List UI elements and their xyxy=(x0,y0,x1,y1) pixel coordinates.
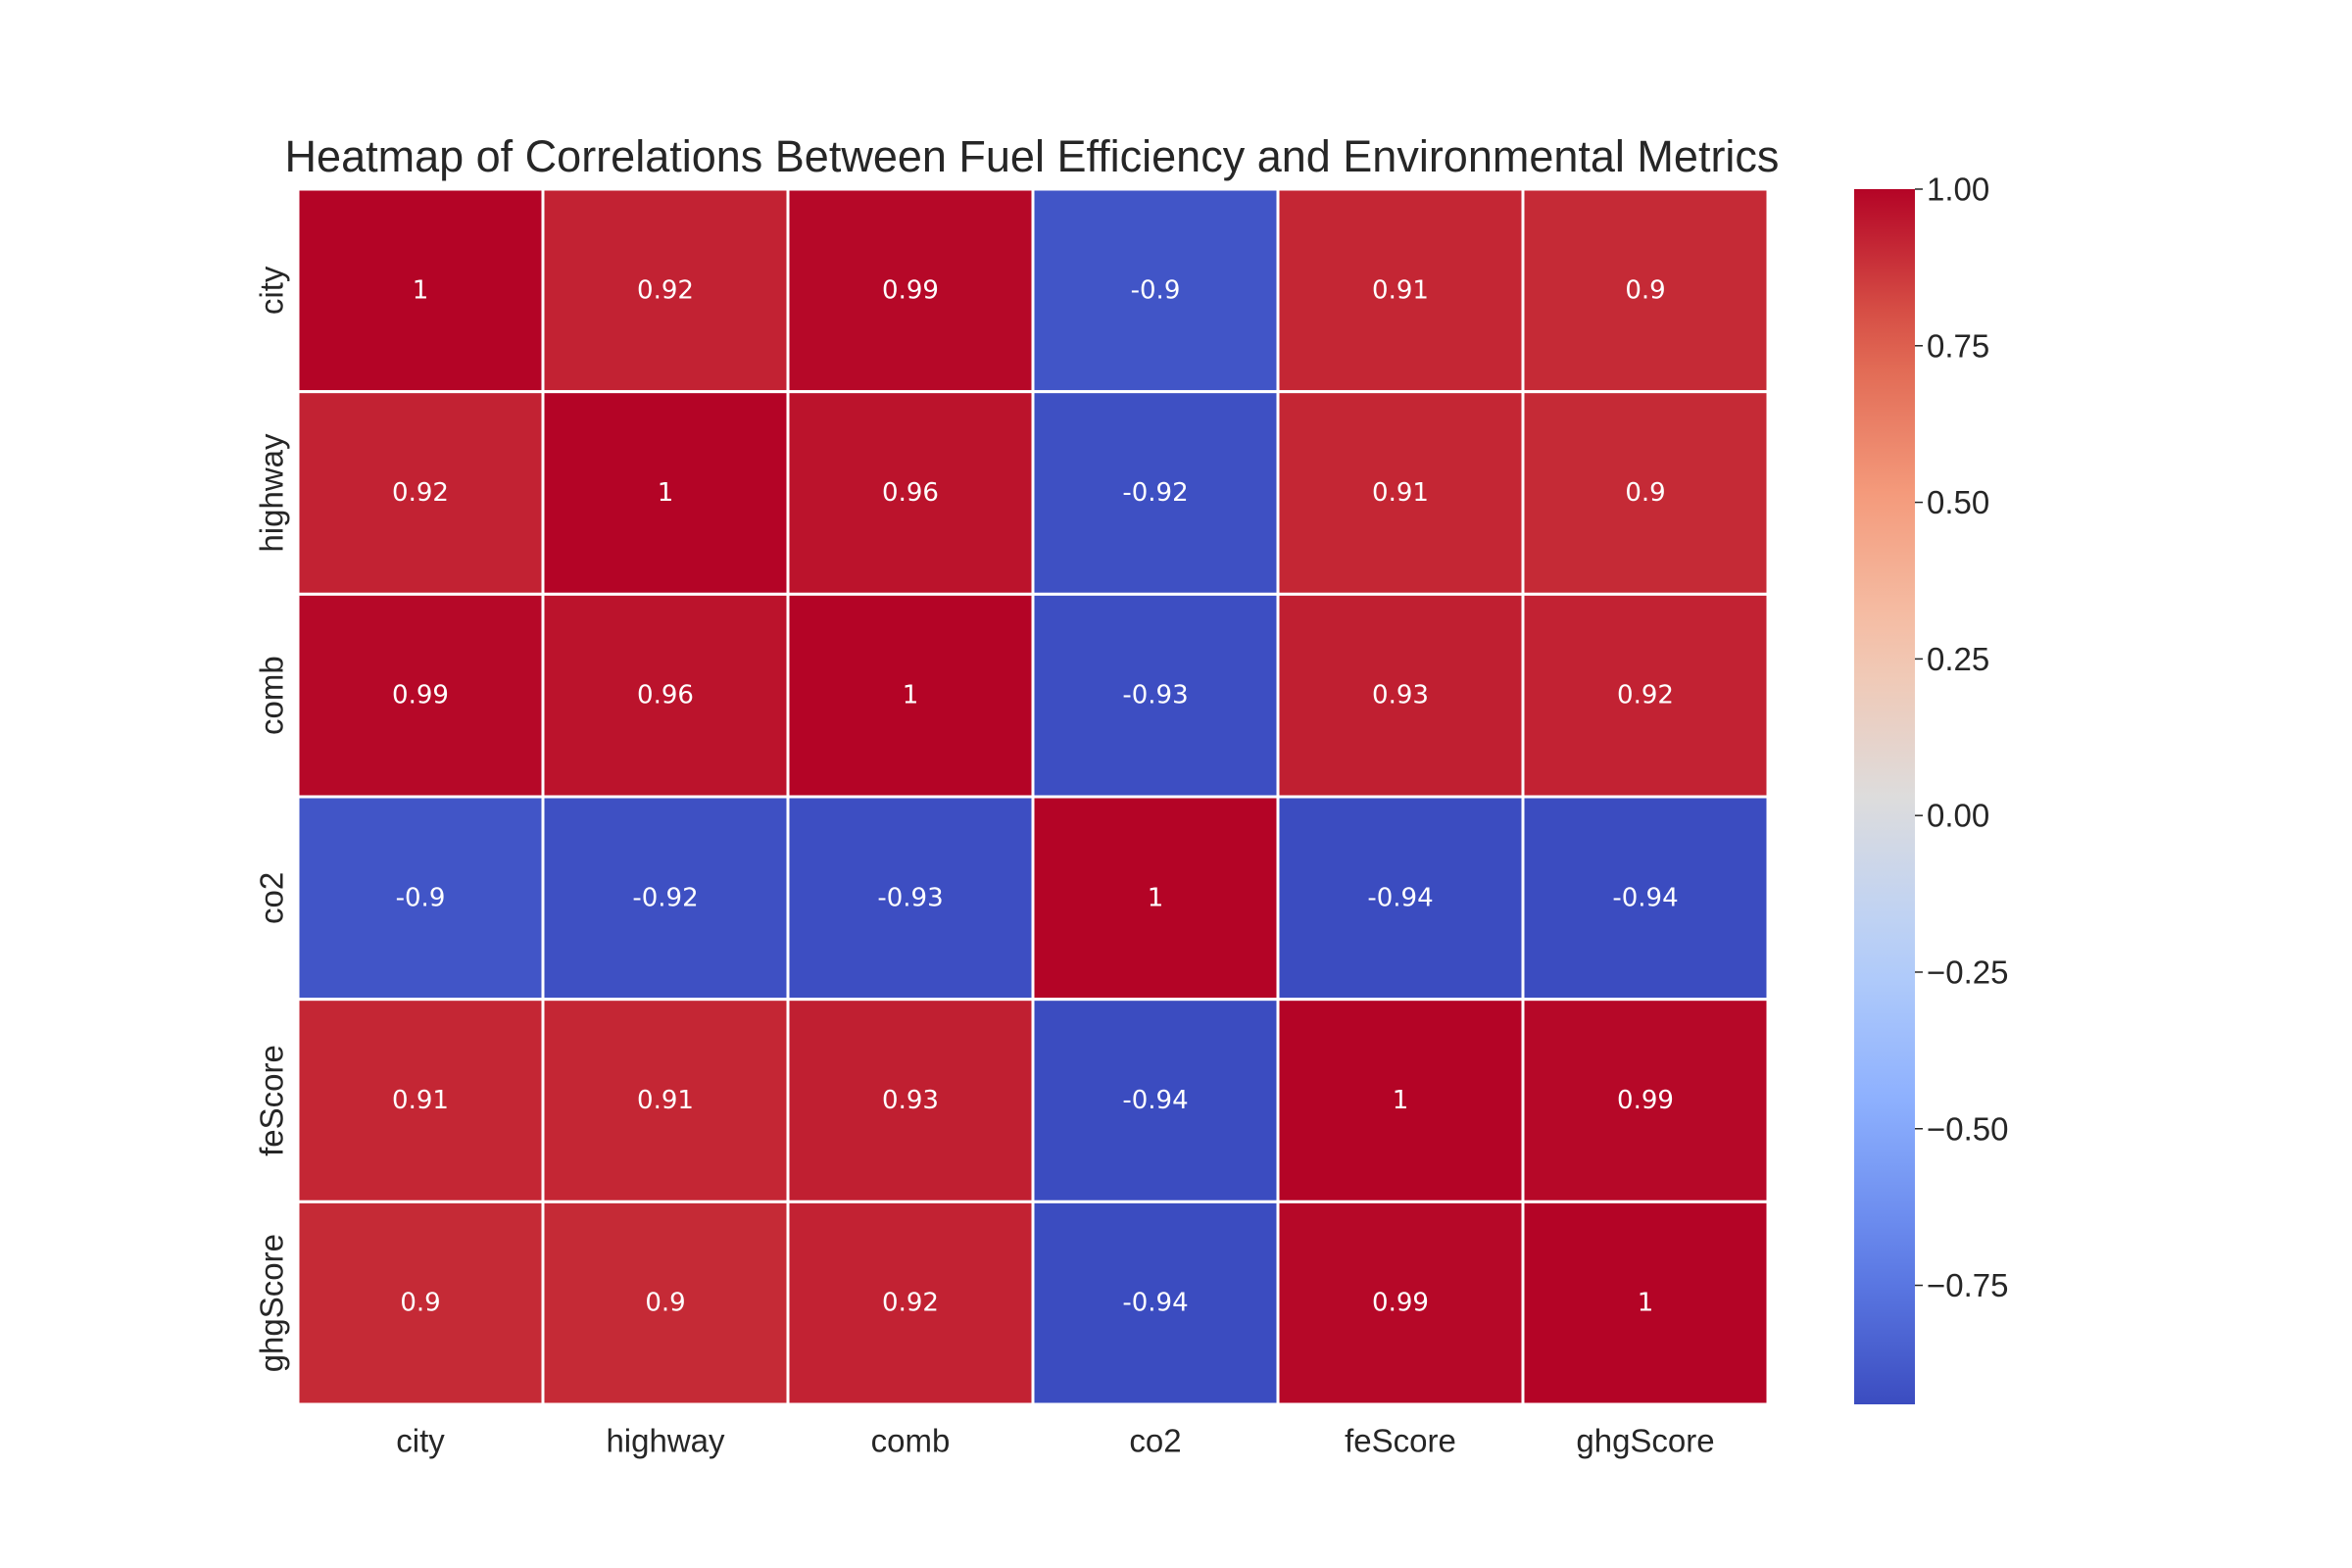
heatmap-cell-city-city xyxy=(296,187,545,394)
heatmap-cell-highway-highway xyxy=(541,390,790,596)
heatmap-cell-co2-highway xyxy=(541,795,790,1002)
cell-value-label: -0.93 xyxy=(877,883,943,912)
cell-value-label: 0.92 xyxy=(637,275,694,305)
y-axis-tick-labels: city highway comb co2 feScore ghgScore xyxy=(254,266,290,1372)
heatmap-cell-highway-ghgScore xyxy=(1521,390,1770,596)
cell-value-label: 0.93 xyxy=(882,1086,939,1115)
heatmap-cell-ghgScore-ghgScore xyxy=(1521,1200,1770,1406)
x-tick-label-co2: co2 xyxy=(1129,1423,1181,1459)
heatmap-cell-co2-comb xyxy=(786,795,1035,1002)
colorbar-tick-label: 0.25 xyxy=(1927,641,1989,677)
cell-value-label: 0.93 xyxy=(1372,681,1429,710)
cell-value-label: -0.92 xyxy=(632,883,698,912)
x-tick-label-city: city xyxy=(396,1423,445,1459)
cell-value-label: 0.92 xyxy=(882,1289,939,1318)
heatmap-cell-comb-ghgScore xyxy=(1521,592,1770,799)
heatmap-cell-co2-city xyxy=(296,795,545,1002)
heatmap-cell-city-co2 xyxy=(1031,187,1280,394)
cell-value-label: 1 xyxy=(1148,883,1164,912)
cell-value-label: -0.94 xyxy=(1122,1086,1188,1115)
cell-value-label: 1 xyxy=(413,275,429,305)
cell-value-label: 0.99 xyxy=(882,275,939,305)
cell-value-label: 0.99 xyxy=(1372,1289,1429,1318)
chart-title: Heatmap of Correlations Between Fuel Eff… xyxy=(285,131,1780,181)
x-tick-label-comb: comb xyxy=(871,1423,951,1459)
heatmap-cell-feScore-city xyxy=(296,998,545,1203)
heatmap-cell-highway-co2 xyxy=(1031,390,1280,596)
heatmap-cell-feScore-feScore xyxy=(1276,998,1525,1203)
cell-value-label: 0.91 xyxy=(637,1086,694,1115)
heatmap-cell-co2-ghgScore xyxy=(1521,795,1770,1002)
colorbar-tick-label: −0.25 xyxy=(1927,954,2009,990)
colorbar-tick-label: 0.75 xyxy=(1927,327,1989,364)
heatmap-cell-ghgScore-city xyxy=(296,1200,545,1406)
heatmap-cell-ghgScore-feScore xyxy=(1276,1200,1525,1406)
heatmap-cell-city-ghgScore xyxy=(1521,187,1770,394)
y-tick-label-comb: comb xyxy=(254,656,290,735)
cell-value-label: 1 xyxy=(1638,1289,1654,1318)
cell-value-label: 0.9 xyxy=(645,1289,685,1318)
heatmap-cell-feScore-comb xyxy=(786,998,1035,1203)
cell-value-label: 0.92 xyxy=(392,478,449,508)
y-tick-label-city: city xyxy=(254,266,290,315)
heatmap-cell-comb-feScore xyxy=(1276,592,1525,799)
heatmap-cell-city-feScore xyxy=(1276,187,1525,394)
cell-value-label: 0.99 xyxy=(392,681,449,710)
x-tick-label-ghgScore: ghgScore xyxy=(1576,1423,1714,1459)
x-tick-label-feScore: feScore xyxy=(1345,1423,1456,1459)
cell-value-label: -0.92 xyxy=(1122,478,1188,508)
cell-value-label: 0.96 xyxy=(637,681,694,710)
cell-value-label: 0.9 xyxy=(1625,275,1665,305)
heatmap-cell-ghgScore-co2 xyxy=(1031,1200,1280,1406)
colorbar-ticks: 1.00 0.75 0.50 0.25 0.00 −0.25 −0.50 −0.75 xyxy=(1915,172,2009,1303)
heatmap-cell-feScore-ghgScore xyxy=(1521,998,1770,1203)
heatmap-cells: 1 0.92 0.99 -0.9 0.91 0.90.92 1 0.96 -0.92 0.91 0.… xyxy=(296,187,1770,1406)
x-tick-label-highway: highway xyxy=(606,1423,725,1459)
heatmap-cell-comb-city xyxy=(296,592,545,799)
cell-value-label: -0.94 xyxy=(1367,883,1433,912)
y-tick-label-ghgScore: ghgScore xyxy=(254,1234,290,1372)
y-tick-label-feScore: feScore xyxy=(254,1045,290,1156)
heatmap-cell-city-highway xyxy=(541,187,790,394)
colorbar-tick-label: 0.50 xyxy=(1927,484,1989,520)
cell-value-label: 0.99 xyxy=(1617,1086,1674,1115)
cell-value-label: 0.96 xyxy=(882,478,939,508)
colorbar-tick-label: 1.00 xyxy=(1927,172,1989,208)
y-tick-label-highway: highway xyxy=(254,433,290,553)
heatmap-cell-comb-co2 xyxy=(1031,592,1280,799)
cell-value-label: 1 xyxy=(903,681,919,710)
heatmap-cell-city-comb xyxy=(786,187,1035,394)
colorbar-tick-label: −0.75 xyxy=(1927,1267,2009,1303)
cell-value-label: -0.9 xyxy=(1131,275,1181,305)
cell-value-label: 0.9 xyxy=(400,1289,440,1318)
colorbar-tick-label: −0.50 xyxy=(1927,1110,2009,1147)
cell-value-label: 0.9 xyxy=(1625,478,1665,508)
x-axis-tick-labels: city highway comb co2 feScore ghgScore xyxy=(396,1423,1714,1459)
cell-value-label: -0.94 xyxy=(1122,1289,1188,1318)
colorbar-tick-label: 0.00 xyxy=(1927,798,1989,834)
cell-value-label: 1 xyxy=(1393,1086,1409,1115)
cell-value-label: 0.91 xyxy=(1372,275,1429,305)
heatmap-cell-co2-feScore xyxy=(1276,795,1525,1002)
colorbar xyxy=(1854,189,1915,1404)
cell-value-label: -0.93 xyxy=(1122,681,1188,710)
cell-value-label: 1 xyxy=(658,478,674,508)
heatmap-cell-co2-co2 xyxy=(1031,795,1280,1002)
cell-value-label: 0.91 xyxy=(1372,478,1429,508)
cell-value-label: -0.94 xyxy=(1612,883,1678,912)
cell-value-label: 0.91 xyxy=(392,1086,449,1115)
y-tick-label-co2: co2 xyxy=(254,872,290,924)
cell-value-label: 0.92 xyxy=(1617,681,1674,710)
heatmap-cell-comb-highway xyxy=(541,592,790,799)
heatmap-cell-feScore-co2 xyxy=(1031,998,1280,1203)
cell-value-label: -0.9 xyxy=(396,883,446,912)
